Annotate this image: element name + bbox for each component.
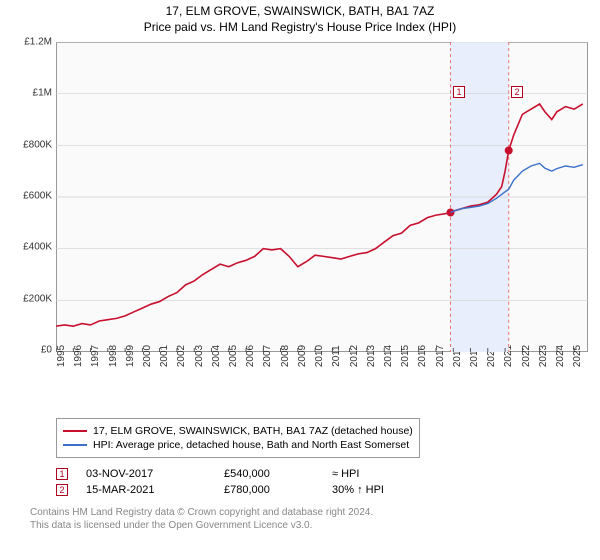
chart-zone: £0£200K£400K£600K£800K£1M£1.2M 199519961… [12, 42, 588, 412]
y-tick-label: £400K [23, 242, 52, 253]
legend-swatch [63, 430, 87, 432]
legend-row: 17, ELM GROVE, SWAINSWICK, BATH, BA1 7AZ… [63, 425, 413, 437]
y-tick-label: £800K [23, 139, 52, 150]
sale-price: £540,000 [224, 468, 314, 480]
chart-marker-badge: 2 [511, 86, 523, 98]
legend-label: 17, ELM GROVE, SWAINSWICK, BATH, BA1 7AZ… [93, 425, 413, 437]
y-tick-label: £1M [33, 88, 52, 99]
credit-line-1: Contains HM Land Registry data © Crown c… [30, 506, 588, 519]
legend-swatch [63, 444, 87, 446]
y-tick-label: £0 [41, 345, 52, 356]
x-axis-ticks: 1995199619971998199920002001200220032004… [56, 352, 588, 412]
sale-date: 15-MAR-2021 [86, 484, 206, 496]
page-title: 17, ELM GROVE, SWAINSWICK, BATH, BA1 7AZ [0, 4, 600, 18]
sale-number-badge: 2 [56, 484, 68, 496]
title-area: 17, ELM GROVE, SWAINSWICK, BATH, BA1 7AZ… [0, 0, 600, 34]
page-subtitle: Price paid vs. HM Land Registry's House … [0, 20, 600, 34]
y-tick-label: £600K [23, 191, 52, 202]
sale-delta: 30% ↑ HPI [332, 484, 432, 496]
legend-row: HPI: Average price, detached house, Bath… [63, 439, 413, 451]
y-tick-label: £1.2M [24, 37, 52, 48]
legend-box: 17, ELM GROVE, SWAINSWICK, BATH, BA1 7AZ… [56, 418, 420, 458]
credit-text: Contains HM Land Registry data © Crown c… [30, 506, 588, 532]
below-chart: 17, ELM GROVE, SWAINSWICK, BATH, BA1 7AZ… [30, 418, 588, 496]
y-tick-label: £200K [23, 293, 52, 304]
sale-delta: ≈ HPI [332, 468, 432, 480]
plot-svg [56, 42, 588, 352]
sale-row: 2 15-MAR-2021 £780,000 30% ↑ HPI [56, 484, 588, 496]
sale-price: £780,000 [224, 484, 314, 496]
sale-number-badge: 1 [56, 468, 68, 480]
chart-marker-badge: 1 [453, 86, 465, 98]
y-axis-ticks: £0£200K£400K£600K£800K£1M£1.2M [12, 42, 56, 352]
sales-table: 1 03-NOV-2017 £540,000 ≈ HPI 2 15-MAR-2021 £78… [56, 468, 588, 496]
credit-line-2: This data is licensed under the Open Gov… [30, 519, 588, 532]
sale-date: 03-NOV-2017 [86, 468, 206, 480]
legend-label: HPI: Average price, detached house, Bath… [93, 439, 409, 451]
sale-row: 1 03-NOV-2017 £540,000 ≈ HPI [56, 468, 588, 480]
page-root: 17, ELM GROVE, SWAINSWICK, BATH, BA1 7AZ… [0, 0, 600, 560]
